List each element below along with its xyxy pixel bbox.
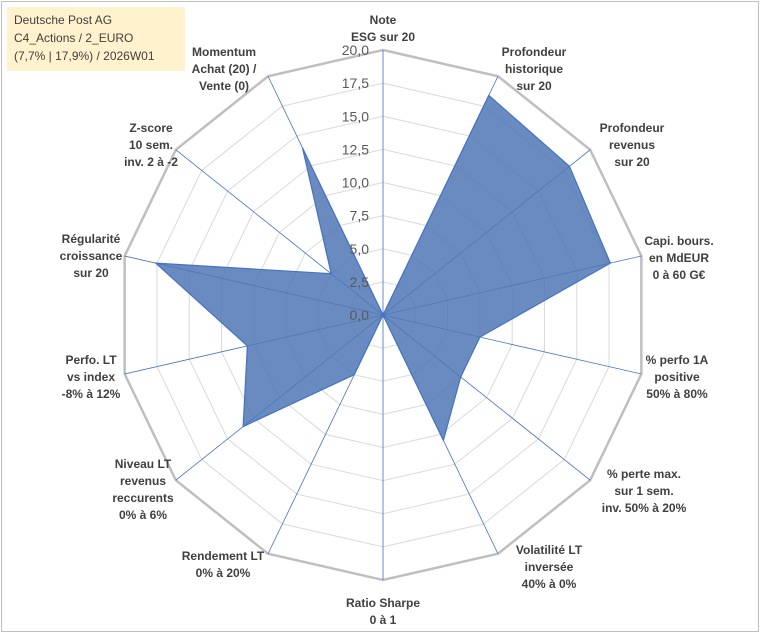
- axis-label-line: Z-score: [129, 121, 173, 135]
- axis-label-line: Ratio Sharpe: [346, 596, 420, 610]
- radar-axis-labels: Note ESG sur 20 Profondeur historique sur 20…: [60, 13, 714, 627]
- axis-label-1: Profondeur historique sur 20: [502, 45, 567, 93]
- axis-label-9: Niveau LT revenus reccurents 0% à 6%: [112, 457, 174, 522]
- axis-label-line: sur 1 sem.: [614, 484, 673, 498]
- axis-label-line: sur 20: [73, 266, 109, 280]
- axis-label-12: Z-score 10 sem. inv. 2 à -2: [124, 121, 178, 169]
- axis-label-line: Capi. bours.: [644, 234, 713, 248]
- axis-label-line: historique: [505, 62, 563, 76]
- title-company: Deutsche Post AG: [14, 13, 113, 27]
- axis-label-line: Note: [370, 13, 397, 27]
- chart-title-box: Deutsche Post AG C4_Actions / 2_EURO (7,…: [7, 7, 185, 71]
- axis-label-line: ESG sur 20: [351, 30, 415, 44]
- tick-label: 15,0: [342, 108, 369, 124]
- tick-label: 7,5: [350, 208, 370, 224]
- axis-label-10: Perfo. LT vs index -8% à 12%: [62, 353, 121, 401]
- axis-label-3: Capi. bours. en MdEUR 0 à 60 G€: [644, 234, 713, 282]
- axis-label-line: Vente (0): [199, 79, 249, 93]
- title-period: (7,7% | 17,9%) / 2026W01: [14, 49, 155, 63]
- axis-label-line: sur 20: [614, 155, 650, 169]
- axis-label-line: Régularité: [62, 232, 121, 246]
- axis-label-2: Profondeur revenus sur 20: [600, 121, 665, 169]
- axis-label-13: Momentum Achat (20) / Vente (0): [192, 45, 257, 93]
- axis-label-line: % perte max.: [607, 467, 681, 481]
- axis-label-11: Régularité croissance sur 20: [60, 232, 123, 280]
- axis-label-line: inversée: [525, 560, 574, 574]
- tick-label: 10,0: [342, 175, 369, 191]
- axis-label-8: Rendement LT 0% à 20%: [182, 549, 265, 580]
- axis-label-line: Profondeur: [502, 45, 567, 59]
- axis-label-line: reccurents: [112, 491, 174, 505]
- tick-label: 5,0: [350, 241, 370, 257]
- axis-label-line: 0% à 6%: [119, 508, 167, 522]
- axis-label-5: % perte max. sur 1 sem. inv. 50% à 20%: [602, 467, 687, 515]
- axis-label-line: vs index: [67, 370, 115, 384]
- axis-label-line: Achat (20) /: [192, 62, 257, 76]
- axis-label-6: Volatilité LT inversée 40% à 0%: [516, 543, 583, 591]
- axis-label-line: 10 sem.: [129, 138, 173, 152]
- axis-label-line: inv. 50% à 20%: [602, 501, 687, 515]
- tick-label: 20,0: [342, 42, 369, 58]
- axis-label-7: Ratio Sharpe 0 à 1: [346, 596, 420, 627]
- axis-label-line: 50% à 80%: [646, 387, 708, 401]
- tick-label: 0,0: [350, 307, 370, 323]
- axis-label-line: 0 à 1: [370, 613, 397, 627]
- axis-label-line: Niveau LT: [115, 457, 172, 471]
- axis-label-line: inv. 2 à -2: [124, 155, 178, 169]
- axis-label-line: Perfo. LT: [65, 353, 117, 367]
- axis-label-4: % perfo 1A positive 50% à 80%: [646, 353, 709, 401]
- radar-series: [155, 94, 611, 441]
- axis-label-0: Note ESG sur 20: [351, 13, 415, 44]
- axis-label-line: Momentum: [192, 45, 256, 59]
- axis-label-line: croissance: [60, 249, 123, 263]
- axis-label-line: Profondeur: [600, 121, 665, 135]
- axis-label-line: en MdEUR: [649, 251, 709, 265]
- axis-label-line: 0 à 60 G€: [653, 268, 706, 282]
- data-area: [155, 94, 611, 441]
- axis-label-line: sur 20: [516, 79, 552, 93]
- tick-label: 12,5: [342, 141, 369, 157]
- tick-label: 2,5: [350, 274, 370, 290]
- axis-label-line: revenus: [609, 138, 655, 152]
- radar-tick-labels: 0,0 2,5 5,0 7,5 10,0 12,5 15,0 17,5 20,0: [342, 42, 369, 323]
- axis-label-line: Rendement LT: [182, 549, 265, 563]
- axis-label-line: -8% à 12%: [62, 387, 121, 401]
- axis-label-line: positive: [654, 370, 700, 384]
- axis-label-line: 0% à 20%: [196, 566, 251, 580]
- axis-label-line: Volatilité LT: [516, 543, 583, 557]
- axis-label-line: % perfo 1A: [646, 353, 709, 367]
- title-category: C4_Actions / 2_EURO: [14, 31, 134, 45]
- tick-label: 17,5: [342, 75, 369, 91]
- axis-label-line: revenus: [120, 474, 166, 488]
- axis-label-line: 40% à 0%: [522, 577, 577, 591]
